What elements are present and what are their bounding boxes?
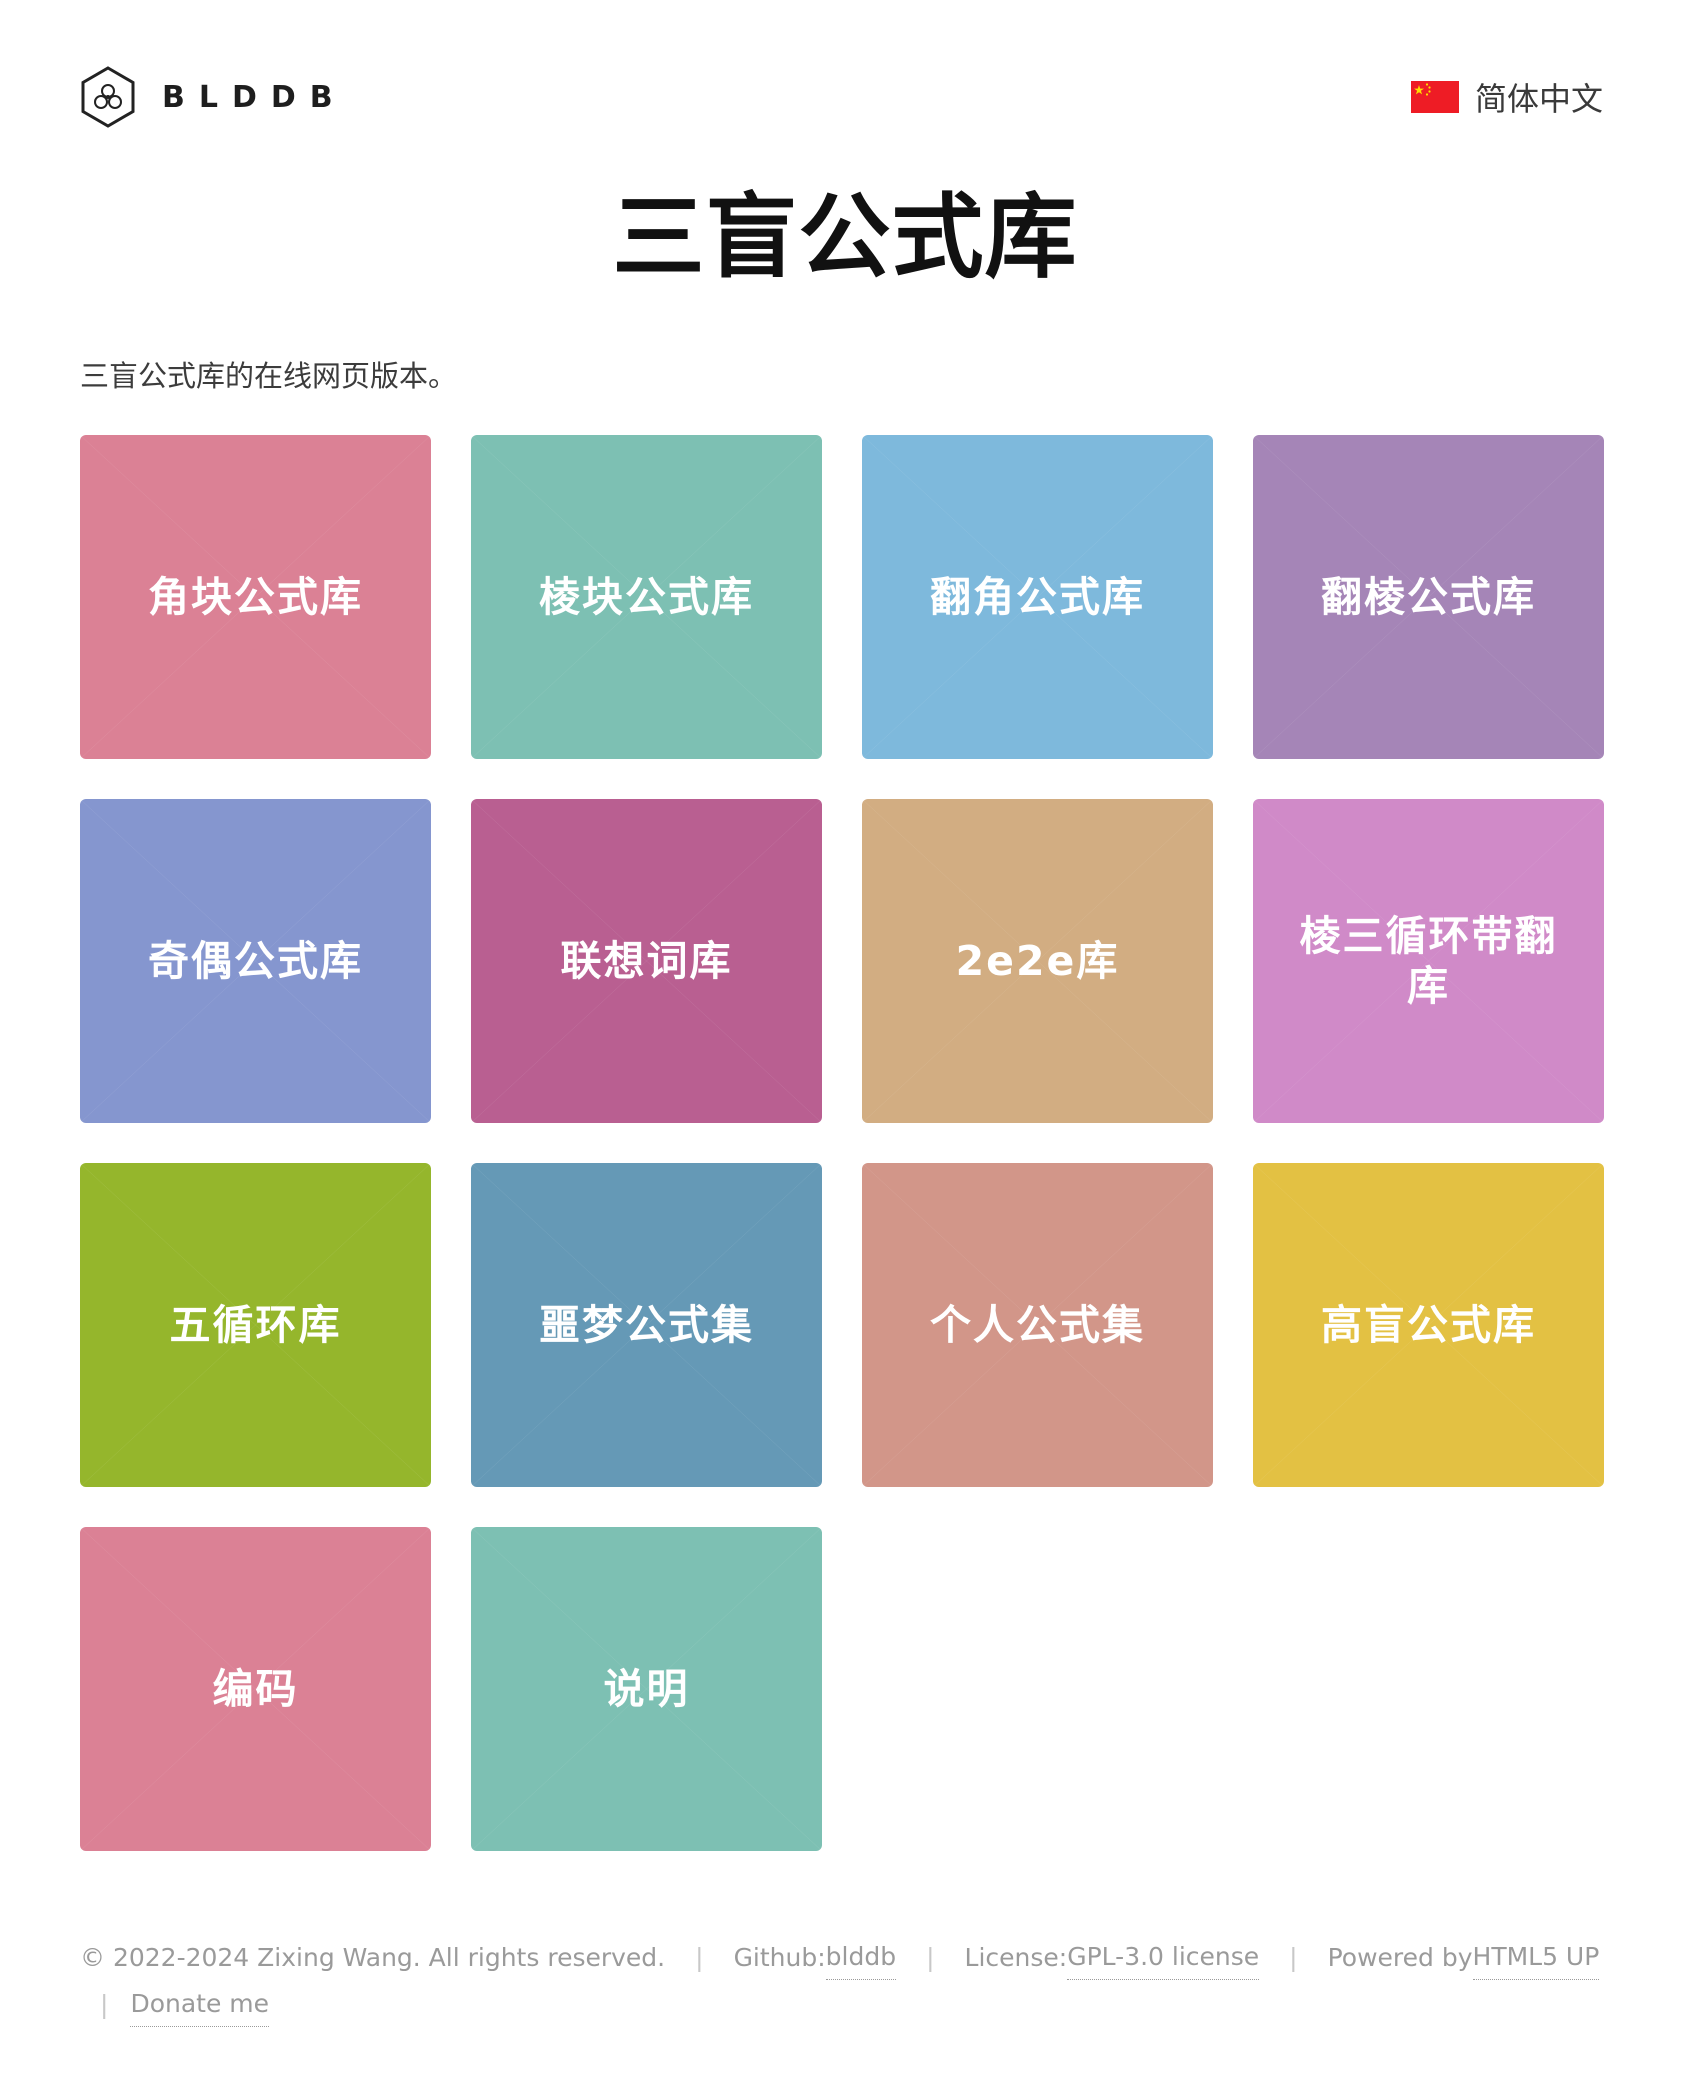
tile-label: 联想词库	[560, 937, 733, 985]
footer-separator: |	[926, 1942, 935, 1972]
tile-pattern	[1253, 799, 1604, 1123]
china-flag-icon	[1410, 81, 1459, 113]
site-footer: © 2022-2024 Zixing Wang. All rights rese…	[80, 1935, 1600, 2027]
tile-label: 高盲公式库	[1321, 1301, 1536, 1349]
page-title: 三盲公式库	[612, 184, 1078, 291]
tile-pattern	[1253, 435, 1604, 759]
library-tile[interactable]: 噩梦公式集	[471, 1163, 822, 1487]
language-label: 简体中文	[1474, 80, 1603, 118]
site-header: BLDDB 简体中文	[80, 60, 1603, 134]
logo-text: BLDDB	[162, 79, 347, 115]
cube-logo-icon	[81, 66, 135, 128]
library-tile[interactable]: 棱块公式库	[471, 435, 822, 759]
tile-label: 说明	[603, 1665, 690, 1713]
tile-pattern	[862, 435, 1213, 759]
page-subtitle: 三盲公式库的在线网页版本。	[80, 359, 458, 393]
license-prefix: License:	[964, 1942, 1068, 1972]
tile-label: 角块公式库	[148, 573, 363, 621]
license-link[interactable]: GPL-3.0 license	[1067, 1935, 1260, 1980]
tile-label: 翻棱公式库	[1321, 573, 1536, 621]
library-tile[interactable]: 五循环库	[80, 1163, 431, 1487]
tile-pattern	[80, 435, 431, 759]
tile-label: 五循环库	[169, 1301, 342, 1349]
library-grid: 角块公式库 棱块公式库 翻角公式库 翻棱公式库奇偶公式库 联想词库 2e2e库 棱三循环带翻…	[80, 435, 1604, 1851]
library-tile[interactable]: 说明	[471, 1527, 822, 1851]
tile-label: 棱块公式库	[539, 573, 754, 621]
tile-label: 奇偶公式库	[148, 937, 363, 985]
copyright-text: © 2022-2024 Zixing Wang. All rights rese…	[80, 1942, 666, 1972]
tile-pattern	[80, 1527, 431, 1851]
tile-label: 翻角公式库	[930, 573, 1145, 621]
library-tile[interactable]: 编码	[80, 1527, 431, 1851]
library-tile[interactable]: 奇偶公式库	[80, 799, 431, 1123]
tile-label: 个人公式集	[930, 1301, 1145, 1349]
tile-label: 噩梦公式集	[539, 1301, 754, 1349]
tile-pattern	[862, 799, 1213, 1123]
language-selector[interactable]: 简体中文	[1410, 60, 1603, 134]
tile-label: 棱三循环带翻库	[1299, 912, 1558, 1010]
tile-pattern	[471, 1527, 822, 1851]
powered-prefix: Powered by	[1327, 1942, 1473, 1972]
library-tile[interactable]: 2e2e库	[862, 799, 1213, 1123]
library-tile[interactable]: 个人公式集	[862, 1163, 1213, 1487]
tile-pattern	[80, 1163, 431, 1487]
html5up-link[interactable]: HTML5 UP	[1472, 1935, 1600, 1980]
donate-link[interactable]: Donate me	[130, 1982, 270, 2027]
tile-pattern	[862, 1163, 1213, 1487]
tile-pattern	[80, 799, 431, 1123]
github-prefix: Github:	[733, 1942, 826, 1972]
library-tile[interactable]: 翻角公式库	[862, 435, 1213, 759]
tile-label: 2e2e库	[955, 937, 1120, 985]
footer-separator: |	[100, 1989, 109, 2019]
tile-pattern	[471, 435, 822, 759]
tile-label: 编码	[212, 1665, 299, 1713]
library-tile[interactable]: 高盲公式库	[1253, 1163, 1604, 1487]
github-link[interactable]: blddb	[825, 1935, 897, 1980]
tile-pattern	[471, 1163, 822, 1487]
footer-separator: |	[1289, 1942, 1298, 1972]
library-tile[interactable]: 翻棱公式库	[1253, 435, 1604, 759]
footer-separator: |	[695, 1942, 704, 1972]
tile-pattern	[1253, 1163, 1604, 1487]
library-tile[interactable]: 角块公式库	[80, 435, 431, 759]
library-tile[interactable]: 联想词库	[471, 799, 822, 1123]
library-tile[interactable]: 棱三循环带翻库	[1253, 799, 1604, 1123]
site-logo[interactable]: BLDDB	[80, 60, 347, 134]
tile-pattern	[471, 799, 822, 1123]
